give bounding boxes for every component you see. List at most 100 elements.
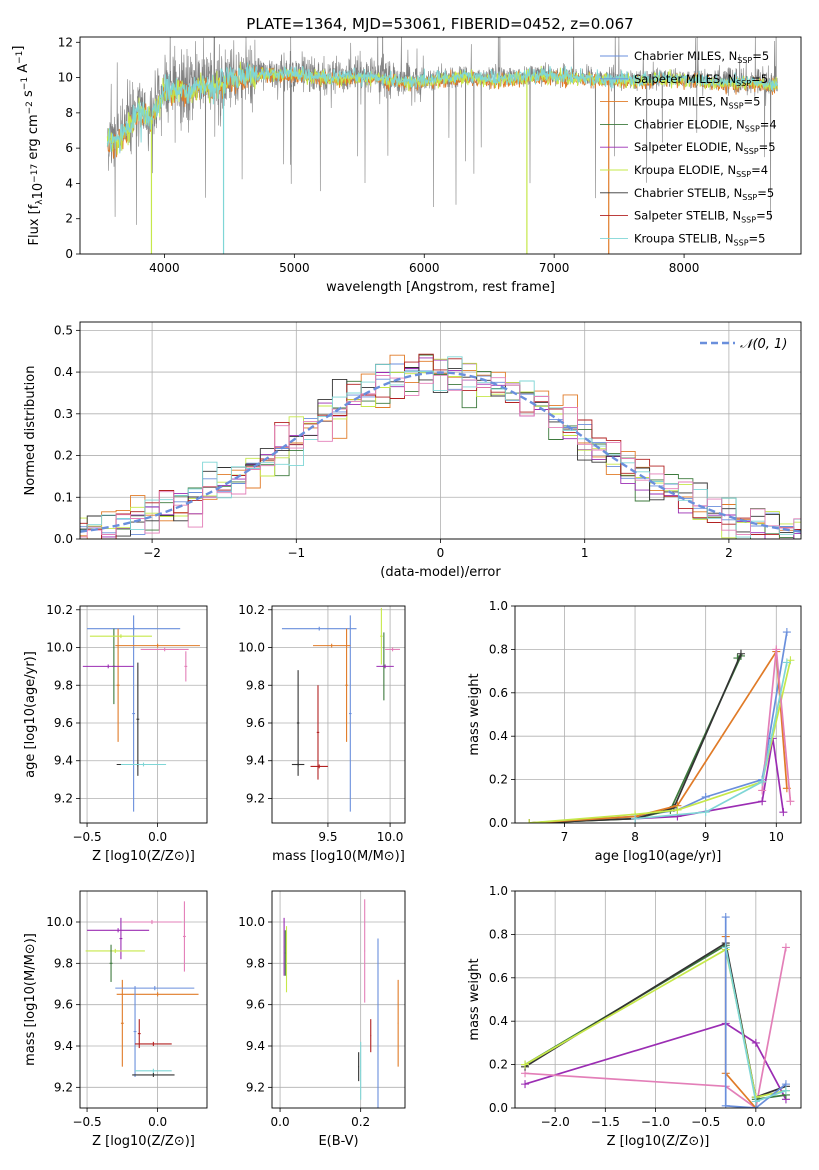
massweight-vs-age-marker-7-0 [631, 814, 640, 823]
massweight-vs-age-line-4 [634, 738, 785, 820]
age-vs-Z-yticklabel-4: 10.0 [46, 641, 73, 655]
spectrum-legend-entry-4: Salpeter ELODIE, NSSP=5 [634, 140, 776, 156]
massweight-vs-age-yticklabel-1: 0.2 [489, 773, 508, 787]
massweight-vs-age-marker-4-2 [758, 797, 767, 806]
legend-text-sub: SSP [744, 147, 759, 156]
massweight-vs-age-line-5 [529, 660, 792, 823]
age-vs-mass-yticklabel-4: 10.0 [238, 641, 265, 655]
massweight-vs-Z-ylabel: mass weight [467, 958, 482, 1040]
spectrum-ylabel-part: s [21, 90, 36, 101]
massweight-vs-Z-marker-0-2 [751, 1038, 760, 1047]
legend-text-sub: SSP [734, 238, 749, 247]
legend-text: =5 [752, 49, 769, 63]
spectrum-yticklabel-0: 0 [65, 247, 73, 261]
legend-text-sub: SSP [736, 79, 751, 88]
mass-vs-Z-yticklabel-2: 9.6 [54, 998, 73, 1012]
massweight-vs-age-xticklabel-2: 9 [702, 830, 710, 844]
massweight-vs-age-marker-5-0 [525, 819, 534, 823]
mass-vs-ebv-frame [271, 890, 406, 1109]
spectrum-lines [106, 37, 779, 254]
legend-text: Chabrier ELODIE, N [634, 117, 745, 131]
legend-text: Chabrier MILES, N [634, 49, 737, 63]
mass-vs-ebv-yticklabel-0: 9.2 [246, 1080, 265, 1094]
residuals-yticklabel-4: 0.4 [54, 365, 73, 379]
legend-text: =5 [757, 186, 774, 200]
normal-legend-label: 𝒩(0, 1) [740, 337, 787, 352]
massweight-vs-age-yticklabel-0: 0.0 [489, 816, 508, 830]
mass-vs-Z-xticklabel-0: −0.5 [72, 1115, 101, 1129]
spectrum-ylabel-part: −2 [25, 101, 35, 114]
spectrum-ylabel-part: λ [35, 199, 45, 205]
spectrum-ylabel-part: Flux [f [27, 204, 42, 245]
legend-text: Salpeter ELODIE, N [634, 140, 744, 154]
massweight-vs-age-yticklabel-3: 0.6 [489, 686, 508, 700]
massweight-vs-Z-marker-1-3 [781, 943, 790, 952]
spectrum-xlabel: wavelength [Angstrom, rest frame] [326, 280, 555, 295]
residuals-xlabel: (data-model)/error [380, 565, 501, 580]
mass-vs-Z-ylabel: mass [log10(M/M⊙)] [23, 933, 38, 1066]
massweight-vs-Z-line-1 [524, 947, 787, 1108]
massweight-vs-age-marker-2-3 [736, 649, 745, 658]
mass-vs-ebv-yticklabel-4: 10.0 [238, 915, 265, 929]
massweight-vs-age-line-7 [634, 662, 788, 820]
massweight-vs-age-marker-0-5 [782, 628, 791, 637]
age-vs-mass-yticklabel-5: 10.2 [238, 603, 265, 617]
massweight-vs-age-marker-6-2 [786, 797, 795, 806]
spectrum-yticklabel-5: 10 [58, 71, 73, 85]
spectrum-ylabel-part: −1 [15, 51, 25, 64]
massweight-vs-Z-yticklabel-0: 0.0 [489, 1101, 508, 1115]
histogram-step-8 [80, 374, 801, 538]
spectrum-yticklabel-1: 2 [65, 212, 73, 226]
residuals-yticklabel-0: 0.0 [54, 532, 73, 546]
age-vs-mass-xticklabel-1: 10.0 [377, 830, 404, 844]
massweight-vs-Z-yticklabel-4: 0.8 [489, 927, 508, 941]
massweight-vs-Z-xlabel: Z [log10(Z/Z⊙)] [607, 1134, 710, 1149]
spectrum-xticklabel-2: 6000 [409, 261, 440, 275]
massweight-vs-age-marker-4-4 [779, 808, 788, 817]
mass-vs-Z-xticklabel-1: 0.0 [148, 1115, 167, 1129]
spectrum-xticklabel-3: 7000 [539, 261, 570, 275]
histogram-step-2 [80, 354, 801, 539]
massweight-vs-age-marker-6-0 [758, 786, 767, 795]
spectrum-yticklabel-6: 12 [58, 35, 73, 49]
spectrum-ylabel-part: A [16, 64, 31, 77]
spectrum-legend-entry-8: Kroupa STELIB, NSSP=5 [634, 231, 765, 247]
residuals-xticklabel-2: 0 [437, 546, 445, 560]
massweight-vs-age-marker-7-1 [701, 808, 710, 817]
spectrum-title: PLATE=1364, MJD=53061, FIBERID=0452, z=0… [246, 15, 633, 33]
legend-text: Kroupa MILES, N [634, 95, 729, 109]
spectrum-legend-entry-7: Salpeter STELIB, NSSP=5 [634, 209, 773, 225]
mass-vs-ebv-yticklabel-2: 9.6 [246, 998, 265, 1012]
mass-vs-Z-marks [85, 901, 199, 1077]
spectrum-ylabel-part: −17 [30, 164, 40, 183]
histogram-step-7 [80, 356, 801, 538]
age-vs-mass-marks [281, 607, 401, 812]
massweight-vs-age-yticklabel-4: 0.8 [489, 642, 508, 656]
residuals-axes: −2 −1 0 1 2 0.0 0.1 0.2 0.3 0.4 0.5 (data-model)/er… [23, 321, 802, 580]
massweight-vs-Z-yticklabel-2: 0.4 [489, 1014, 508, 1028]
residuals-yticklabel-2: 0.2 [54, 449, 73, 463]
massweight-vs-Z-line-0 [524, 1022, 787, 1100]
spectrum-xticklabel-1: 5000 [279, 261, 310, 275]
age-vs-Z-xticklabel-1: 0.0 [148, 830, 167, 844]
massweight-vs-Z-marker-7-2 [781, 1086, 790, 1095]
model-spectrum-line-1 [106, 61, 779, 155]
spectrum-ylabel-part: erg cm [26, 114, 41, 163]
residuals-xticklabel-1: −1 [287, 546, 305, 560]
mass-vs-ebv-marks [283, 899, 399, 1108]
mass-vs-ebv-xticklabel-0: 0.0 [271, 1115, 290, 1129]
massweight-vs-age-marker-0-3 [701, 792, 710, 801]
model-spectrum-line-2 [106, 62, 779, 154]
spectrum-legend-entry-5: Kroupa ELODIE, NSSP=4 [634, 163, 768, 179]
spectrum-legend-entry-0: Chabrier MILES, NSSP=5 [634, 49, 769, 65]
age-vs-mass-yticklabel-1: 9.4 [246, 754, 265, 768]
massweight-vs-Z-xticklabel-1: −1.5 [591, 1115, 620, 1129]
age-vs-Z-frame [79, 605, 208, 824]
massweight-vs-Z-axes: −2.0 −1.5 −1.0 −0.5 0.0 0.0 0.2 0.4 0.6 0.8 1.0 Z [… [467, 884, 802, 1149]
residuals-xticklabel-3: 1 [581, 546, 589, 560]
age-vs-Z-marks [82, 615, 200, 812]
spectrum-ylabel: Flux [fλ10−17 erg cm−2 s−1 A−1] [11, 46, 46, 246]
legend-text-sub: SSP [741, 216, 756, 225]
mass-vs-ebv-yticklabel-3: 9.8 [246, 956, 265, 970]
age-vs-Z-xlabel: Z [log10(Z/Z⊙)] [92, 849, 195, 864]
